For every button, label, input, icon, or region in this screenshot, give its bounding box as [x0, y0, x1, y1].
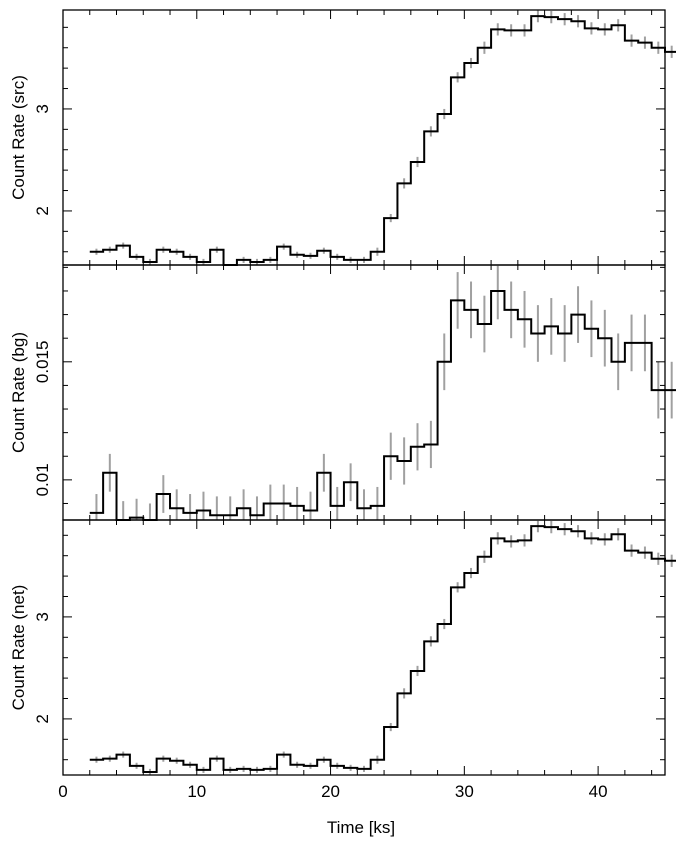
error-bars-net: [95, 520, 673, 775]
y-tick-label: 2: [33, 714, 52, 723]
x-tick-label: 10: [187, 782, 206, 801]
series-line-src: [89, 15, 676, 266]
x-axis-label: Time [ks]: [327, 818, 395, 837]
x-tick-label: 20: [321, 782, 340, 801]
x-tick-label: 40: [589, 782, 608, 801]
x-tick-label: 30: [455, 782, 474, 801]
plot-frame: [62, 264, 666, 521]
plot-frame: [62, 9, 666, 266]
panel-bg: 0.01 0.015 Count Rate (bg): [9, 264, 676, 521]
y-tick-label: 3: [33, 612, 52, 621]
y-axis-label-bg: Count Rate (bg): [9, 332, 28, 453]
series-line-net: [89, 525, 676, 773]
y-tick-label: 3: [33, 104, 52, 113]
panel-net: 0 10 20 30 40 2 3 Count Rate (net): [9, 519, 676, 801]
x-tick-label: 0: [58, 782, 67, 801]
y-tick-label: 0.015: [33, 341, 52, 384]
panel-src: 2 3 Count Rate (src): [9, 9, 676, 266]
y-axis-label-src: Count Rate (src): [9, 75, 28, 200]
y-tick-label: 2: [33, 206, 52, 215]
series-line-bg: [89, 289, 676, 521]
y-axis-label-net: Count Rate (net): [9, 585, 28, 711]
plot-frame: [62, 519, 666, 776]
y-tick-label: 0.01: [33, 463, 52, 496]
